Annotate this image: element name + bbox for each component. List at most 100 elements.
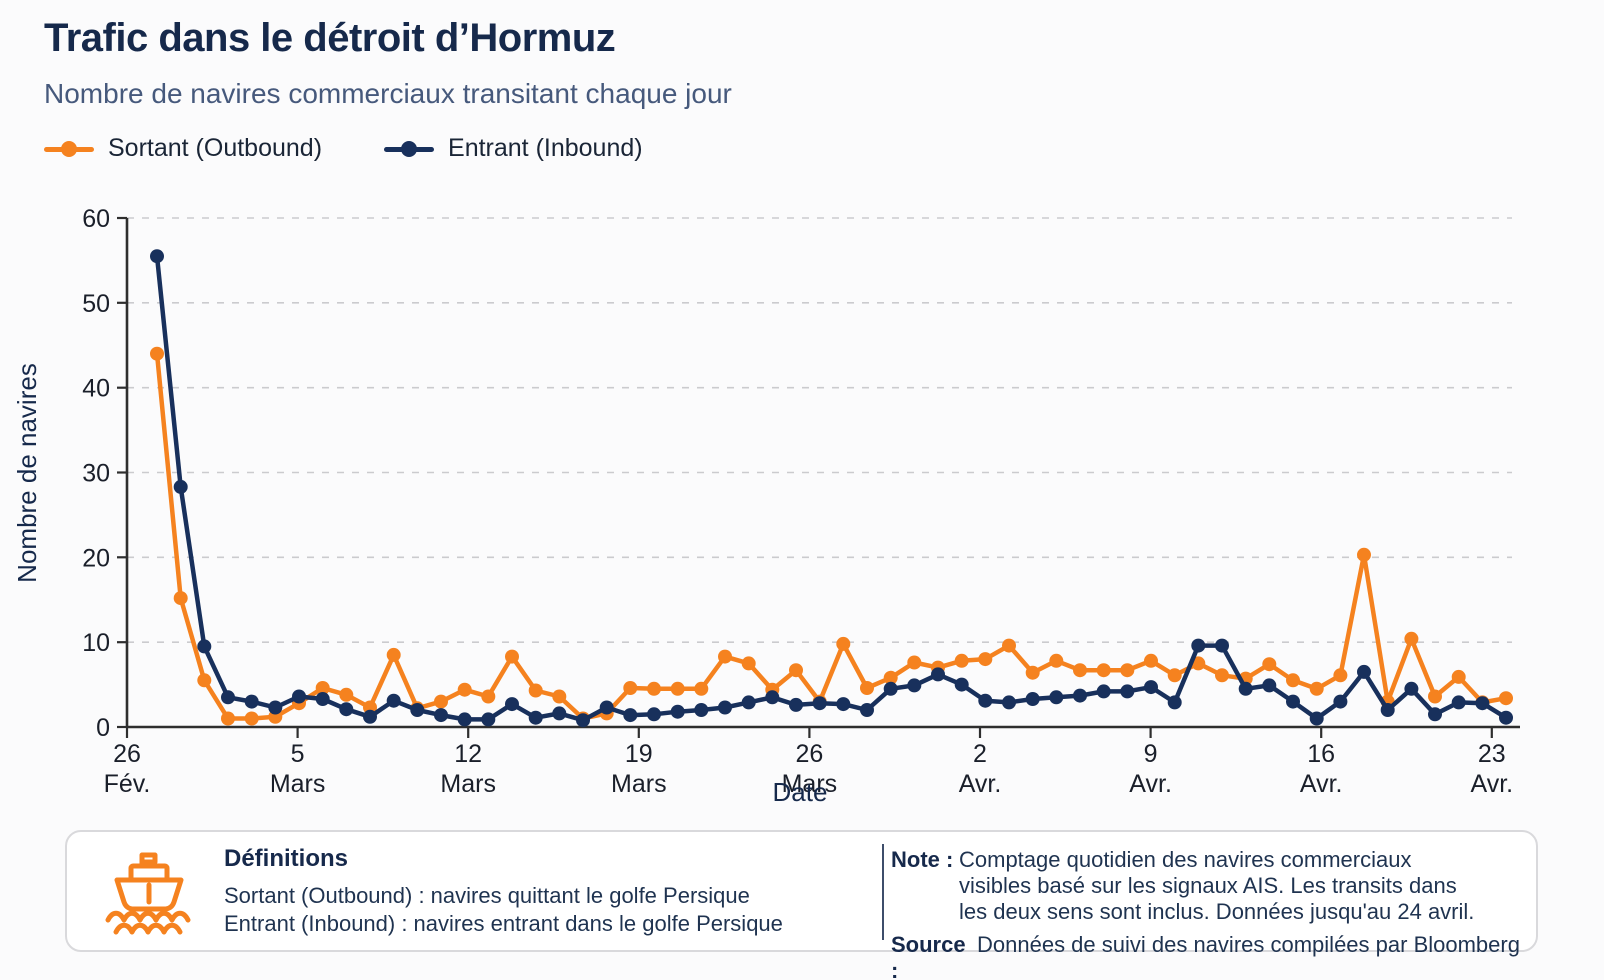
- inbound-line-swatch-icon: [384, 140, 435, 158]
- legend-label-inbound: Entrant (Inbound): [448, 134, 643, 162]
- data-point: [1286, 673, 1300, 688]
- data-point: [528, 683, 543, 698]
- data-point: [481, 712, 496, 727]
- data-point: [1451, 669, 1466, 684]
- definition-inbound: Entrant (Inbound) : navires entrant dans…: [224, 911, 783, 936]
- source-label: Source :: [891, 932, 966, 980]
- data-point: [978, 693, 993, 708]
- data-point: [860, 681, 874, 695]
- series-line: [154, 253, 1509, 723]
- data-point: [789, 697, 803, 712]
- data-point: [386, 693, 401, 708]
- data-point: [670, 704, 685, 719]
- data-point: [1096, 684, 1111, 699]
- data-point: [765, 690, 780, 705]
- data-point: [552, 706, 567, 721]
- data-point: [1096, 663, 1111, 678]
- data-point: [978, 652, 993, 667]
- data-point: [741, 656, 756, 671]
- data-point: [576, 713, 590, 728]
- data-point: [457, 682, 472, 697]
- data-point: [883, 670, 898, 685]
- data-point: [1002, 638, 1016, 653]
- data-point: [718, 700, 732, 715]
- data-point: [1073, 688, 1087, 703]
- data-point: [907, 655, 922, 670]
- x-tick-label: 23 Avr.: [1470, 740, 1513, 798]
- data-point: [1191, 638, 1206, 653]
- data-point: [1333, 694, 1348, 709]
- legend-item-outbound: Sortant (Outbound): [44, 134, 322, 163]
- series-line: [154, 351, 1509, 721]
- data-point: [1167, 695, 1182, 710]
- data-point: [599, 700, 614, 715]
- data-point: [694, 703, 709, 717]
- data-point: [1120, 684, 1135, 699]
- x-tick-label: 26 Mars: [782, 740, 838, 798]
- data-point: [694, 681, 709, 696]
- data-point: [1073, 663, 1087, 678]
- definition-outbound: Sortant (Outbound) : navires quittant le…: [224, 883, 750, 908]
- data-point: [883, 681, 898, 696]
- data-point: [1049, 653, 1064, 668]
- legend-label-outbound: Sortant (Outbound): [108, 134, 323, 162]
- data-point: [363, 709, 377, 724]
- data-point: [552, 689, 567, 704]
- data-point: [1357, 547, 1371, 562]
- note-label: Note :: [891, 847, 954, 872]
- data-point: [1404, 681, 1419, 696]
- x-tick-label: 12 Mars: [440, 740, 496, 798]
- data-point: [434, 694, 448, 709]
- data-point: [244, 711, 259, 726]
- y-tick-label: 50: [82, 290, 110, 318]
- data-point: [1025, 665, 1040, 680]
- y-tick-label: 10: [82, 629, 110, 657]
- legend-item-inbound: Entrant (Inbound): [384, 134, 643, 163]
- x-tick-label: 16 Avr.: [1300, 740, 1343, 798]
- definitions-block: Définitions Sortant (Outbound) : navires…: [224, 845, 783, 938]
- data-point: [197, 673, 212, 688]
- data-point: [221, 711, 235, 726]
- data-point: [173, 479, 188, 494]
- gridlines: [127, 217, 1512, 644]
- data-point: [1167, 668, 1182, 683]
- data-point: [221, 690, 235, 705]
- y-tick-label: 60: [82, 205, 110, 233]
- data-point: [718, 649, 732, 664]
- data-point: [1049, 690, 1064, 705]
- data-point: [1215, 668, 1229, 683]
- data-point: [1262, 657, 1277, 672]
- data-point: [505, 697, 519, 712]
- y-tick-label: 20: [82, 544, 110, 572]
- data-point: [1144, 653, 1158, 668]
- data-point: [1499, 691, 1513, 706]
- data-point: [1309, 681, 1324, 696]
- data-point: [528, 710, 543, 725]
- data-point: [954, 653, 969, 668]
- y-axis-title: Nombre de navires: [12, 363, 42, 583]
- data-point: [1144, 680, 1158, 695]
- data-point: [907, 678, 922, 693]
- data-point: [244, 694, 259, 709]
- data-point: [1475, 696, 1490, 711]
- outbound-series: [150, 346, 1513, 726]
- data-point: [1451, 695, 1466, 710]
- x-tick-label: 2 Avr.: [959, 740, 1002, 798]
- data-point: [481, 689, 496, 704]
- y-tick-label: 0: [96, 714, 110, 742]
- data-point: [1238, 681, 1253, 696]
- data-point: [623, 681, 638, 695]
- x-axis-title: Date: [773, 777, 828, 807]
- data-point: [173, 591, 188, 606]
- data-point: [150, 346, 164, 361]
- source-text: Données de suivi des navires compilées p…: [977, 932, 1520, 957]
- data-point: [457, 712, 472, 727]
- chart-legend: Sortant (Outbound) Entrant (Inbound): [44, 134, 643, 163]
- definitions-title: Définitions: [224, 845, 348, 872]
- data-point: [623, 708, 638, 723]
- chart-subtitle: Nombre de navires commerciaux transitant…: [44, 78, 732, 109]
- inbound-series: [150, 249, 1513, 728]
- data-point: [741, 695, 756, 710]
- x-tick-label: 9 Avr.: [1129, 740, 1172, 798]
